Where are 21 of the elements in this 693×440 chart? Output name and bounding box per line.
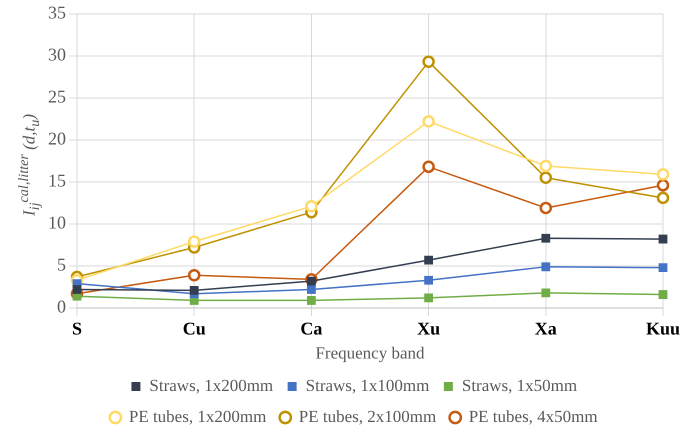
legend-label: Straws, 1x50mm [462,376,578,395]
y-tick-label: 5 [57,254,66,275]
x-tick-label: Xu [417,318,440,338]
x-tick-label: Kuu [646,318,680,338]
legend-label: PE tubes, 1x200mm [128,406,266,426]
y-tick-label: 15 [48,170,66,191]
x-tick-label: Ca [300,318,322,338]
y-tick-label: 25 [48,86,66,107]
y-tick-label: 35 [48,2,66,23]
y-tick-label: 20 [48,128,66,149]
x-tick-label: Xa [534,318,557,338]
legend-label: PE tubes, 2x100mm [298,406,436,426]
legend-label: Straws, 1x200mm [149,376,274,395]
y-tick-label: 10 [48,212,66,233]
y-tick-label: 30 [48,44,66,65]
x-tick-label: Cu [182,318,206,338]
x-axis-title: Frequency band [315,343,426,362]
legend-label: PE tubes, 4x50mm [468,406,598,426]
x-tick-label: S [72,318,82,338]
legend-label: Straws, 1x100mm [306,376,430,395]
y-tick-label: 0 [57,296,66,317]
